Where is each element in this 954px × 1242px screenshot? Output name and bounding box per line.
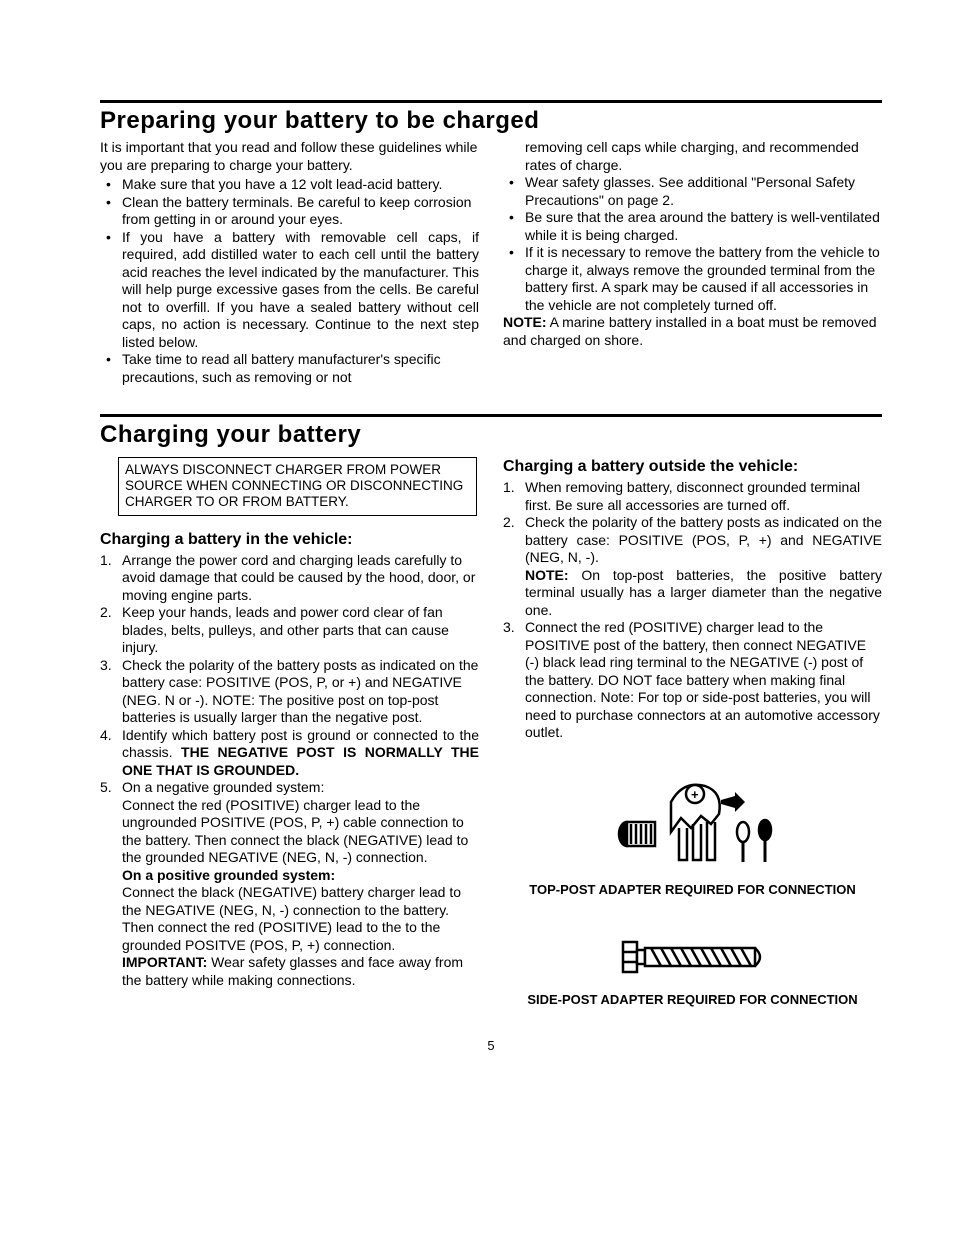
side-post-adapter-icon xyxy=(603,932,783,982)
figure-top-post: + TOP-POST ADAPTER REQUIRED F xyxy=(503,772,882,898)
page-number: 5 xyxy=(100,1038,882,1053)
item2-note-label: NOTE: xyxy=(525,567,569,583)
section-rule xyxy=(100,414,882,417)
figure-side-post: SIDE-POST ADAPTER REQUIRED FOR CONNECTIO… xyxy=(503,932,882,1008)
section-rule xyxy=(100,100,882,103)
list-item: Check the polarity of the battery posts … xyxy=(503,514,882,619)
section1-columns: It is important that you read and follow… xyxy=(100,139,882,386)
bullet-item: Wear safety glasses. See additional "Per… xyxy=(503,174,882,209)
warning-box: ALWAYS DISCONNECT CHARGER FROM POWER SOU… xyxy=(118,457,477,516)
section-heading-preparing: Preparing your battery to be charged xyxy=(100,107,882,135)
list-item: On a negative grounded system: Connect t… xyxy=(100,779,479,989)
neg-ground-para: Connect the red (POSITIVE) charger lead … xyxy=(122,797,468,866)
section1-right-col: removing cell caps while charging, and r… xyxy=(503,139,882,386)
section1-left-col: It is important that you read and follow… xyxy=(100,139,479,386)
subheading-outside-vehicle: Charging a battery outside the vehicle: xyxy=(503,457,882,477)
continuation-text: removing cell caps while charging, and r… xyxy=(503,139,882,174)
important-label: IMPORTANT: xyxy=(122,954,207,970)
manual-page: Preparing your battery to be charged It … xyxy=(0,0,954,1093)
intro-text: It is important that you read and follow… xyxy=(100,139,479,174)
bullet-item: If it is necessary to remove the battery… xyxy=(503,244,882,314)
top-post-adapter-icon: + xyxy=(583,772,803,872)
outside-vehicle-list: When removing battery, disconnect ground… xyxy=(503,479,882,742)
bullet-item: Take time to read all battery manufactur… xyxy=(100,351,479,386)
list-item: Identify which battery post is ground or… xyxy=(100,727,479,780)
neg-ground-lead: On a negative grounded system: xyxy=(122,779,324,795)
figure2-caption: SIDE-POST ADAPTER REQUIRED FOR CONNECTIO… xyxy=(503,992,882,1008)
svg-text:+: + xyxy=(691,787,699,802)
left-bullet-list: Make sure that you have a 12 volt lead-a… xyxy=(100,176,479,386)
note-line: NOTE: A marine battery installed in a bo… xyxy=(503,314,882,349)
list-item: Arrange the power cord and charging lead… xyxy=(100,552,479,605)
bullet-item: Be sure that the area around the battery… xyxy=(503,209,882,244)
item2-text: Check the polarity of the battery posts … xyxy=(525,514,882,565)
list-item: Connect the red (POSITIVE) charger lead … xyxy=(503,619,882,742)
right-bullet-list: Wear safety glasses. See additional "Per… xyxy=(503,174,882,314)
list-item: Check the polarity of the battery posts … xyxy=(100,657,479,727)
section2-columns: ALWAYS DISCONNECT CHARGER FROM POWER SOU… xyxy=(100,453,882,1008)
bullet-item: Clean the battery terminals. Be careful … xyxy=(100,194,479,229)
item2-note-text: On top-post batteries, the positive batt… xyxy=(525,567,882,618)
section-heading-charging: Charging your battery xyxy=(100,421,882,449)
list-item: When removing battery, disconnect ground… xyxy=(503,479,882,514)
pos-ground-para: Connect the black (NEGATIVE) battery cha… xyxy=(122,884,461,953)
in-vehicle-list: Arrange the power cord and charging lead… xyxy=(100,552,479,990)
list-item: Keep your hands, leads and power cord cl… xyxy=(100,604,479,657)
pos-ground-lead: On a positive grounded system: xyxy=(122,867,335,883)
note-label: NOTE: xyxy=(503,314,547,330)
figure1-caption: TOP-POST ADAPTER REQUIRED FOR CONNECTION xyxy=(503,882,882,898)
section2-right-col: Charging a battery outside the vehicle: … xyxy=(503,453,882,1008)
section2-left-col: ALWAYS DISCONNECT CHARGER FROM POWER SOU… xyxy=(100,453,479,1008)
bullet-item: Make sure that you have a 12 volt lead-a… xyxy=(100,176,479,194)
subheading-in-vehicle: Charging a battery in the vehicle: xyxy=(100,530,479,550)
note-text: A marine battery installed in a boat mus… xyxy=(503,314,877,348)
bullet-item: If you have a battery with removable cel… xyxy=(100,229,479,352)
